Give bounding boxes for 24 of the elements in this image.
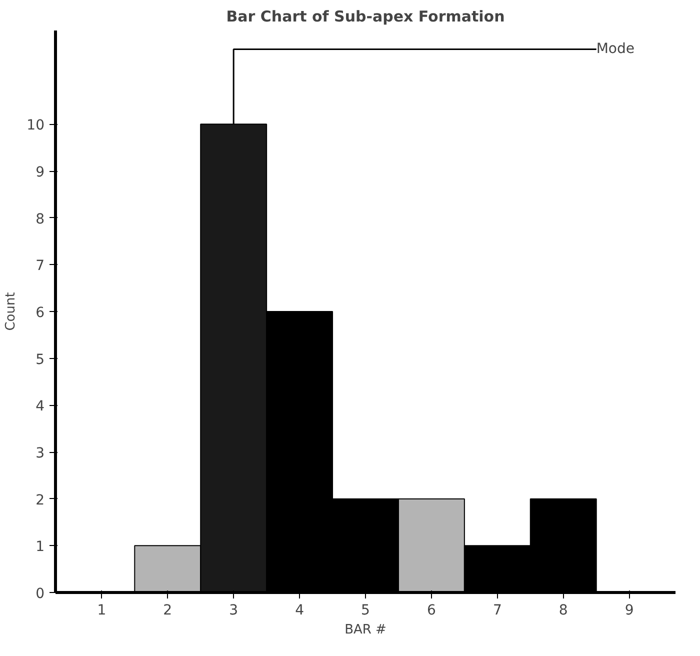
x-tick-label: 4 (295, 602, 304, 618)
x-tick-label: 1 (97, 602, 106, 618)
y-tick-label: 4 (36, 398, 45, 415)
chart-title: Bar Chart of Sub-apex Formation (226, 8, 505, 26)
x-tick-label: 6 (427, 602, 436, 618)
y-tick-label: 2 (36, 492, 45, 508)
x-tick-label: 9 (624, 602, 634, 618)
y-tick-label: 7 (36, 258, 45, 274)
y-tick-label: 1 (36, 539, 45, 556)
x-tick-label: 5 (361, 602, 370, 618)
y-tick-label: 5 (36, 352, 45, 368)
y-tick-label: 10 (26, 118, 45, 134)
x-tick-label: 8 (558, 602, 568, 618)
annotation: Mode (596, 41, 635, 58)
y-tick-label: 8 (36, 211, 45, 228)
y-tick-label: 3 (36, 446, 45, 462)
y-tick-label: 6 (36, 305, 45, 321)
y-tick-label: 9 (36, 164, 45, 180)
x-axis-title: BAR # (344, 622, 386, 638)
x-tick-label: 2 (163, 602, 172, 618)
x-tick-label: 3 (229, 602, 238, 618)
y-axis-title: Count (4, 292, 19, 331)
x-tick-label: 7 (492, 602, 502, 618)
y-tick-label: 0 (36, 586, 45, 602)
